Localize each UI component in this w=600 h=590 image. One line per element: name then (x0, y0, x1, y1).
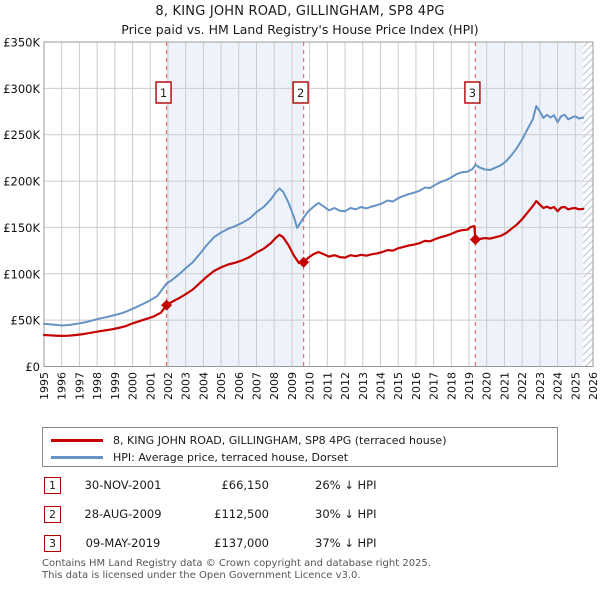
sales-table: 1 30-NOV-2001 £66,150 26% ↓ HPI 2 28-AUG… (42, 476, 562, 563)
sale-date: 30-NOV-2001 (84, 478, 162, 492)
sale-number-badge: 3 (44, 534, 61, 552)
sale-hpi-diff: 37% ↓ HPI (315, 536, 377, 550)
sale-number-badge: 1 (44, 476, 61, 494)
svg-text:£200K: £200K (3, 175, 40, 189)
svg-text:2014: 2014 (374, 372, 387, 400)
svg-text:2020: 2020 (481, 372, 494, 400)
svg-text:2011: 2011 (321, 372, 334, 400)
svg-text:2002: 2002 (162, 372, 175, 400)
svg-text:2013: 2013 (357, 372, 370, 400)
sale-price: £112,500 (214, 507, 269, 521)
svg-text:2025: 2025 (569, 372, 582, 400)
svg-text:£300K: £300K (3, 82, 40, 96)
property-line-swatch (51, 439, 103, 442)
license-line-2: This data is licensed under the Open Gov… (42, 569, 361, 581)
price-chart: 1 2 3 £0 £50K £100K £150K £200K £250K £300K £350K 1… (3, 36, 600, 401)
svg-text:2018: 2018 (445, 372, 458, 400)
svg-text:1995: 1995 (38, 372, 51, 400)
svg-text:2022: 2022 (516, 372, 529, 400)
legend-item-hpi: HPI: Average price, terraced house, Dors… (51, 449, 557, 466)
svg-text:3: 3 (469, 86, 476, 100)
svg-text:£350K: £350K (3, 36, 40, 50)
license-note: Contains HM Land Registry data © Crown c… (42, 558, 582, 582)
sale-date: 09-MAY-2019 (85, 536, 161, 550)
svg-text:2012: 2012 (339, 372, 352, 400)
page-subtitle: Price paid vs. HM Land Registry's House … (121, 22, 479, 37)
sale-hpi-diff: 30% ↓ HPI (315, 507, 377, 521)
svg-text:2016: 2016 (410, 372, 423, 400)
license-line-1: Contains HM Land Registry data © Crown c… (42, 558, 431, 569)
svg-text:£0: £0 (25, 360, 40, 374)
svg-text:2015: 2015 (392, 372, 405, 400)
legend-item-property: 8, KING JOHN ROAD, GILLINGHAM, SP8 4PG (… (51, 432, 557, 449)
svg-text:£150K: £150K (3, 221, 40, 235)
svg-text:2: 2 (297, 86, 304, 100)
svg-text:1: 1 (160, 86, 167, 100)
svg-text:1998: 1998 (91, 372, 104, 400)
svg-text:£50K: £50K (11, 314, 41, 328)
page-title: 8, KING JOHN ROAD, GILLINGHAM, SP8 4PG (155, 4, 445, 19)
svg-text:2001: 2001 (144, 372, 157, 400)
table-row: 2 28-AUG-2009 £112,500 30% ↓ HPI (42, 505, 562, 523)
svg-text:2026: 2026 (587, 372, 600, 400)
legend-label: HPI: Average price, terraced house, Dors… (113, 451, 349, 464)
svg-text:2006: 2006 (233, 372, 246, 400)
svg-text:2023: 2023 (534, 372, 547, 400)
svg-text:£250K: £250K (3, 128, 40, 142)
svg-text:2003: 2003 (180, 372, 193, 400)
sale-date: 28-AUG-2009 (84, 507, 162, 521)
sale-hpi-diff: 26% ↓ HPI (315, 478, 377, 492)
svg-text:2009: 2009 (286, 372, 299, 400)
table-row: 1 30-NOV-2001 £66,150 26% ↓ HPI (42, 476, 562, 494)
svg-text:1999: 1999 (109, 372, 122, 400)
svg-text:2000: 2000 (127, 372, 140, 400)
svg-text:1997: 1997 (73, 372, 86, 400)
svg-text:2005: 2005 (215, 372, 228, 400)
svg-text:2008: 2008 (268, 372, 281, 400)
sale-price: £66,150 (221, 478, 269, 492)
svg-text:£100K: £100K (3, 267, 40, 281)
svg-text:2007: 2007 (251, 372, 264, 400)
legend-label: 8, KING JOHN ROAD, GILLINGHAM, SP8 4PG (… (113, 434, 447, 447)
sale-number-badge: 2 (44, 505, 61, 523)
svg-text:2004: 2004 (197, 372, 210, 400)
svg-text:2010: 2010 (304, 372, 317, 400)
svg-text:2019: 2019 (463, 372, 476, 400)
sale-price: £137,000 (214, 536, 269, 550)
svg-text:2024: 2024 (552, 372, 565, 400)
svg-text:2017: 2017 (428, 372, 441, 400)
chart-legend: 8, KING JOHN ROAD, GILLINGHAM, SP8 4PG (… (42, 427, 558, 467)
svg-text:1996: 1996 (56, 372, 69, 400)
svg-text:2021: 2021 (498, 372, 511, 400)
hpi-line-swatch (51, 456, 103, 459)
table-row: 3 09-MAY-2019 £137,000 37% ↓ HPI (42, 534, 562, 552)
